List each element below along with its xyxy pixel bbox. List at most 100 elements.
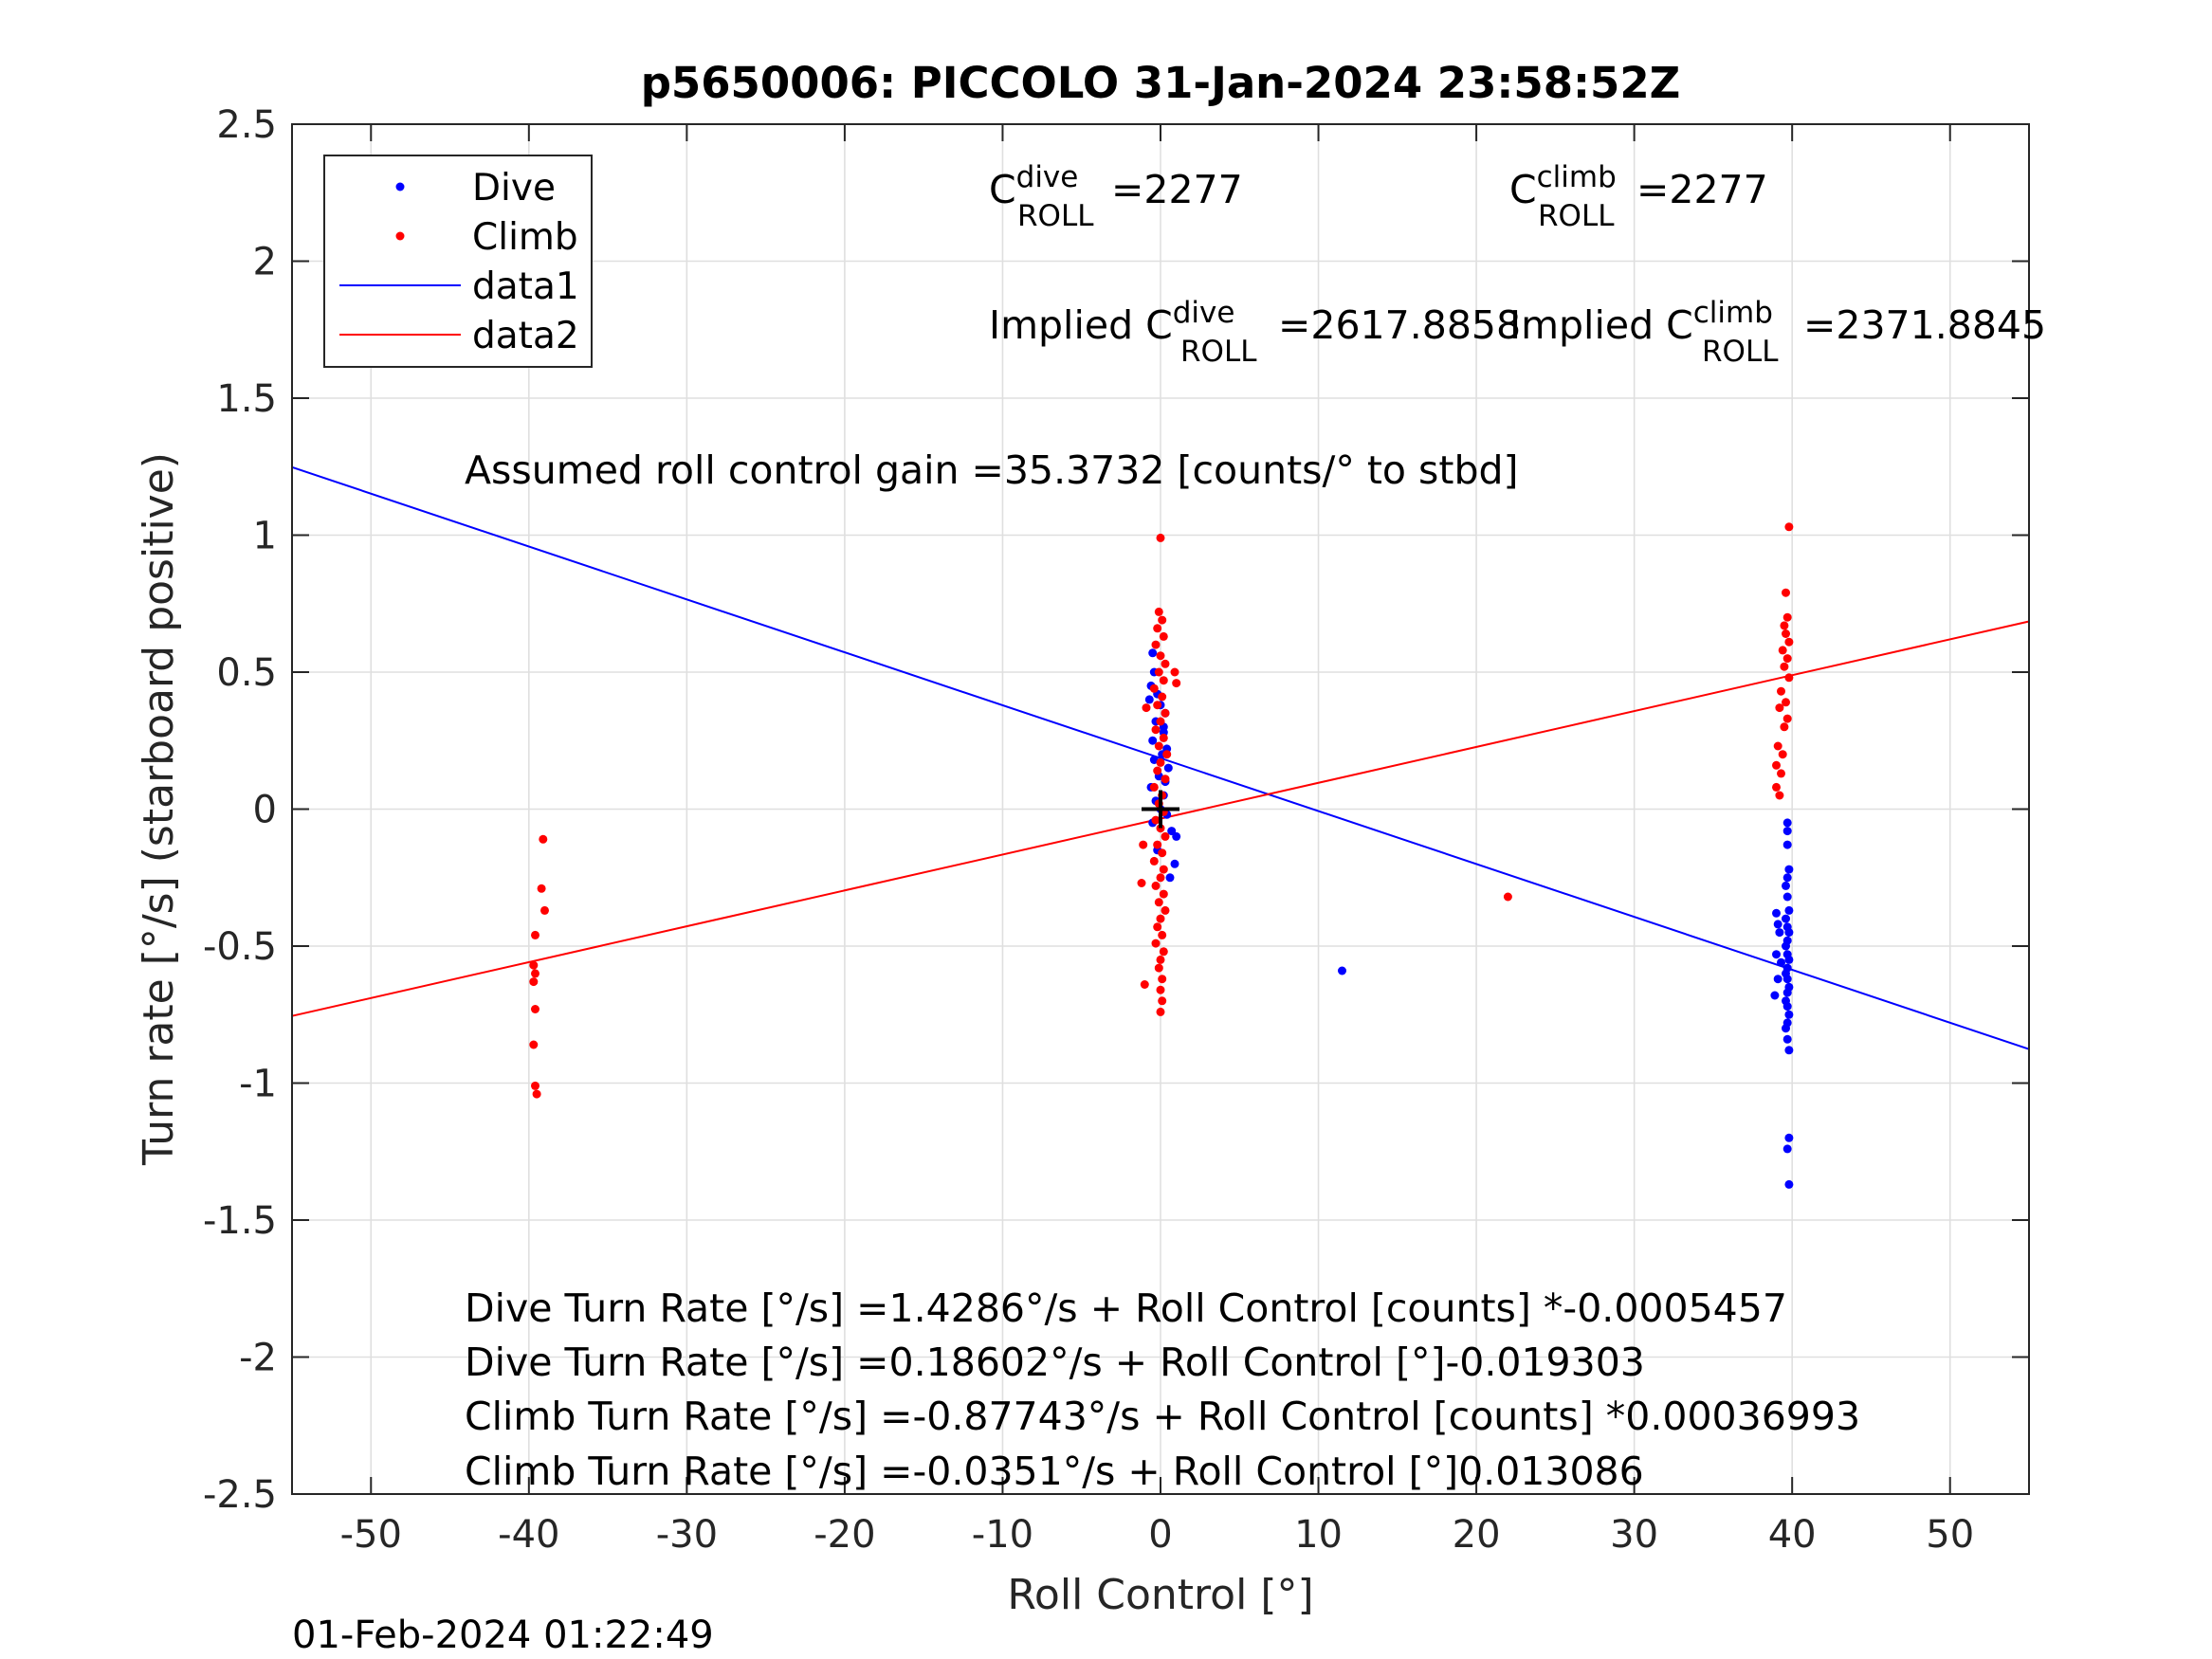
data-point-climb: [1151, 881, 1161, 890]
data-point-climb: [1780, 722, 1789, 732]
data-point-dive: [1775, 928, 1784, 938]
legend: Dive Climb data1 data2: [323, 155, 593, 368]
data-point-dive: [1782, 1002, 1792, 1012]
data-point-climb: [1156, 651, 1165, 661]
data-point-climb: [1158, 996, 1167, 1006]
x-tick-label: 50: [1926, 1513, 1974, 1557]
data-point-climb: [1159, 631, 1168, 641]
data-point-climb: [1154, 963, 1163, 973]
data-point-climb: [1784, 637, 1794, 647]
data-point-climb: [531, 930, 539, 939]
data-point-climb: [1149, 782, 1159, 792]
gain-annotation: Assumed roll control gain =35.3732 [coun…: [465, 447, 1519, 493]
data-point-climb: [1158, 975, 1167, 984]
data-point-dive: [1784, 1133, 1794, 1142]
implied-climb-value: =2371.8845: [1803, 302, 2046, 348]
data-point-climb: [1156, 985, 1165, 994]
y-tick-label: -0.5: [203, 925, 277, 969]
data-point-dive: [1148, 736, 1158, 745]
data-point-climb: [1158, 848, 1167, 858]
data-point-climb: [1782, 629, 1790, 638]
x-tick-label: 10: [1294, 1513, 1343, 1557]
data-point-climb: [1137, 879, 1146, 887]
data-point-dive: [1772, 908, 1781, 918]
data-point-dive: [1784, 1046, 1794, 1055]
data-point-climb: [1153, 766, 1162, 775]
c-climb-sub: ROLL: [1538, 199, 1615, 233]
implied-climb-sub: ROLL: [1702, 335, 1779, 369]
data-point-dive: [1784, 928, 1794, 938]
x-tick-label: -20: [814, 1513, 875, 1557]
x-tick-label: -50: [340, 1513, 402, 1557]
implied-dive-sub: ROLL: [1180, 335, 1257, 369]
y-axis-label: Turn rate [°/s] (starboard positive): [135, 452, 183, 1166]
data-point-climb: [1139, 840, 1148, 849]
y-tick-label: 0: [253, 789, 277, 832]
legend-box: [323, 155, 593, 368]
data-point-climb: [1777, 769, 1785, 778]
data-point-climb: [1773, 741, 1782, 751]
data-point-climb: [1778, 646, 1787, 655]
data-point-climb: [537, 884, 546, 893]
y-tick-label: 2.5: [216, 103, 277, 147]
data-point-climb: [1782, 612, 1792, 622]
x-tick-label: 30: [1610, 1513, 1658, 1557]
data-point-climb: [1161, 831, 1170, 841]
data-point-climb: [1156, 824, 1165, 833]
x-tick-label: 20: [1453, 1513, 1501, 1557]
data-point-climb: [1159, 676, 1168, 685]
data-point-dive: [1782, 840, 1792, 849]
x-tick-label: -10: [972, 1513, 1033, 1557]
data-point-climb: [1159, 889, 1168, 899]
data-point-climb: [1154, 607, 1163, 616]
data-point-dive: [1163, 763, 1173, 773]
data-point-climb: [1156, 873, 1165, 883]
data-point-dive: [1144, 695, 1154, 704]
data-point-climb: [1156, 533, 1165, 542]
y-tick-label: 1.5: [216, 377, 277, 421]
data-point-climb: [1154, 667, 1163, 677]
data-point-climb: [532, 1089, 541, 1099]
data-point-climb: [539, 834, 548, 844]
data-point-climb: [1780, 621, 1789, 630]
data-point-climb: [529, 960, 539, 970]
data-point-climb: [531, 969, 539, 978]
origin-marker: [1142, 790, 1179, 829]
data-point-dive: [1782, 892, 1792, 902]
data-point-dive: [1770, 991, 1780, 1000]
data-point-climb: [1162, 750, 1172, 759]
x-tick-label: 40: [1768, 1513, 1817, 1557]
data-point-climb: [1156, 1007, 1165, 1016]
data-point-climb: [1172, 679, 1181, 688]
implied-climb-sup: climb: [1693, 296, 1773, 330]
data-point-dive: [1782, 914, 1790, 923]
y-tick-label: -1: [239, 1063, 277, 1106]
chart-title: p5650006: PICCOLO 31-Jan-2024 23:58:52Z: [641, 58, 1681, 108]
data-point-climb: [1784, 522, 1794, 532]
data-point-climb: [1149, 856, 1159, 866]
legend-marker-climb: [395, 231, 405, 241]
ticks: [292, 123, 2029, 1495]
data-point-dive: [1782, 1034, 1792, 1044]
data-point-climb: [1161, 905, 1170, 915]
c-dive-value: =2277: [1111, 167, 1243, 212]
data-point-climb: [1782, 698, 1790, 707]
legend-label-data2: data2: [472, 315, 579, 357]
legend-label-dive: Dive: [472, 167, 556, 210]
y-tick-label: -2.5: [203, 1473, 277, 1517]
data-point-dive: [1784, 905, 1794, 915]
tick-labels: -50 -40 -30 -20 -10 0 10 20 30 40 50-2.5-2-1.5-1-0…: [203, 103, 1974, 1557]
data-point-climb: [1151, 815, 1161, 825]
data-point-dive: [1784, 865, 1794, 874]
implied-dive-prefix: Implied C: [989, 302, 1173, 348]
data-point-dive: [1170, 859, 1179, 868]
data-point-climb: [529, 1040, 539, 1049]
implied-dive-sup: dive: [1173, 296, 1235, 330]
x-axis-label: Roll Control [°]: [1007, 1571, 1313, 1619]
c-climb-sup: climb: [1537, 160, 1617, 194]
implied-climb-annotation: Implied Cclimb ROLL =2371.8845: [1509, 296, 2046, 369]
data-point-climb: [1778, 750, 1787, 759]
implied-dive-annotation: Implied Cdive ROLL =2617.8858: [989, 296, 1521, 369]
data-point-climb: [1772, 782, 1781, 792]
implied-climb-prefix: Implied C: [1509, 302, 1693, 348]
